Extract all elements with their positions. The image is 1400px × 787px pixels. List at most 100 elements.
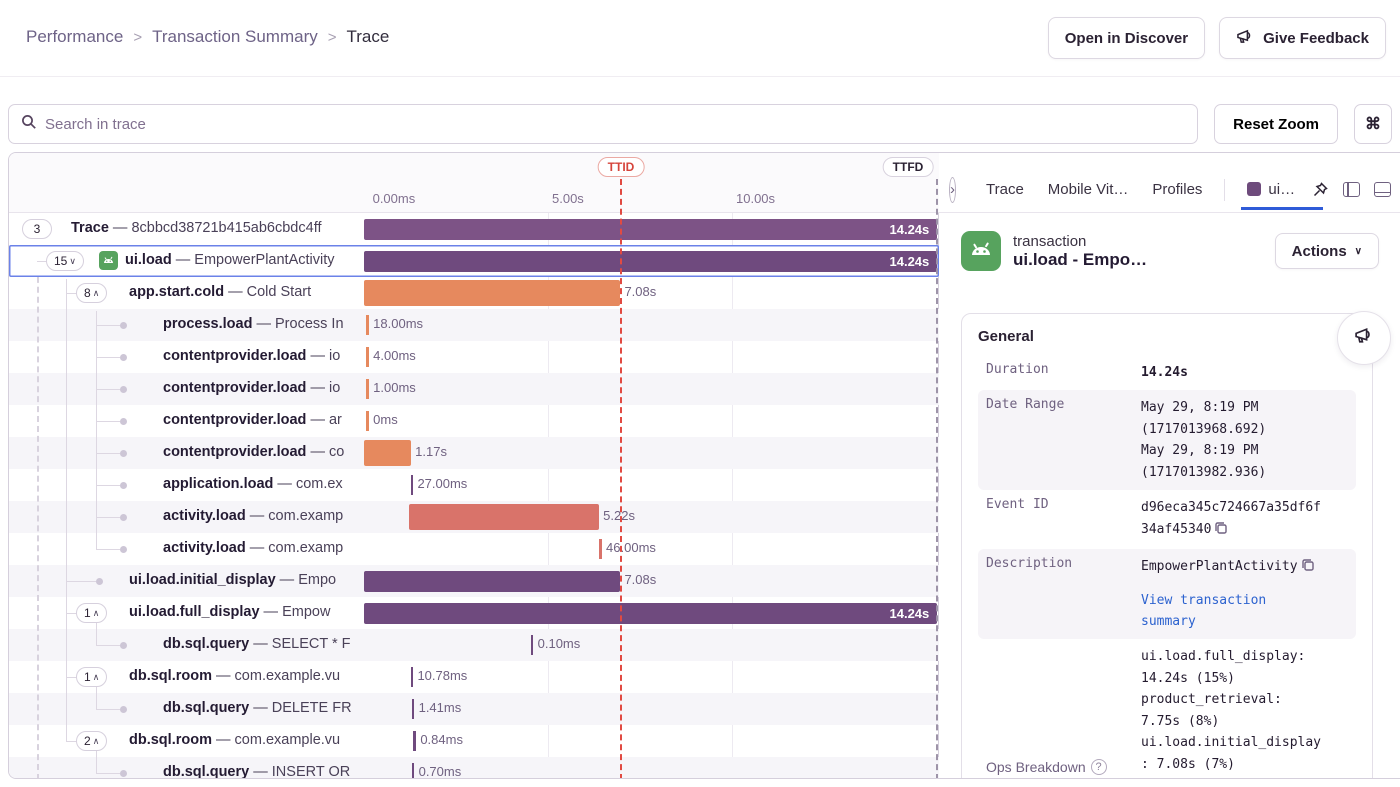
layout-bottom-panel-icon[interactable]	[1374, 177, 1392, 203]
expand-collapse-badge[interactable]: 3	[22, 219, 52, 239]
span-tick[interactable]	[410, 667, 414, 687]
span-tick[interactable]	[411, 699, 415, 719]
span-tick[interactable]	[366, 379, 369, 399]
copy-icon[interactable]	[1301, 558, 1315, 579]
actions-button[interactable]: Actions ∨	[1274, 233, 1379, 269]
expand-collapse-badge[interactable]: 8 ∧	[76, 283, 108, 303]
span-tick[interactable]	[366, 411, 369, 431]
open-in-discover-button[interactable]: Open in Discover	[1047, 17, 1206, 59]
span-tree-cell: 3 Trace — 8cbbcd38721b415ab6cbdc4ff	[9, 213, 364, 245]
span-label: db.sql.room — com.example.vu	[129, 732, 341, 748]
gridline	[548, 213, 549, 778]
span-tick[interactable]	[366, 315, 369, 335]
span-row[interactable]: contentprovider.load — ar 0ms	[9, 405, 939, 437]
span-duration-label: 14.24s	[889, 221, 930, 237]
span-row[interactable]: 1 ∧ db.sql.room — com.example.vu 10.78ms	[9, 661, 939, 693]
span-row[interactable]: db.sql.query — SELECT * F 0.10ms	[9, 629, 939, 661]
axis-tick-label: 5.00s	[552, 191, 584, 206]
span-duration-cell: 14.24s	[364, 597, 939, 629]
span-row[interactable]: contentprovider.load — io 1.00ms	[9, 373, 939, 405]
span-label: contentprovider.load — io	[163, 380, 341, 396]
search-input[interactable]	[45, 115, 1186, 133]
span-tick[interactable]	[366, 347, 369, 367]
span-tick[interactable]	[530, 635, 534, 655]
span-label: db.sql.room — com.example.vu	[129, 668, 341, 684]
feedback-fab-button[interactable]	[1337, 311, 1391, 365]
layout-left-panel-icon[interactable]	[1343, 177, 1361, 203]
span-row[interactable]: process.load — Process In 18.00ms	[9, 309, 939, 341]
span-duration-label: 0.84ms	[420, 732, 463, 747]
span-duration-label: 1.41ms	[418, 700, 462, 715]
expand-collapse-badge[interactable]: 1 ∧	[76, 603, 108, 623]
span-label: ui.load.full_display — Empow	[129, 604, 331, 620]
span-tick[interactable]	[410, 475, 414, 495]
span-duration-cell: 1.17s	[364, 437, 939, 469]
span-row[interactable]: db.sql.query — DELETE FR 1.41ms	[9, 693, 939, 725]
drawer-tab-mobilevit[interactable]: Mobile Vit…	[1047, 181, 1129, 198]
tree-connector	[95, 548, 120, 550]
shortcut-button[interactable]: ⌘	[1354, 104, 1392, 144]
span-tick[interactable]	[599, 539, 602, 559]
span-row[interactable]: 3 Trace — 8cbbcd38721b415ab6cbdc4ff 14.24s	[9, 213, 939, 245]
view-transaction-summary-link[interactable]: View transaction summary	[1141, 592, 1267, 629]
tree-connector	[95, 644, 120, 646]
date-range-value: May 29, 8:19 PM (1717013968.692) May 29,…	[1141, 400, 1267, 480]
span-label: db.sql.query — INSERT OR	[163, 764, 351, 779]
span-bar[interactable]: 14.24s	[364, 602, 938, 624]
tree-connector	[95, 324, 120, 326]
span-node-dot	[120, 450, 127, 457]
span-row[interactable]: contentprovider.load — co 1.17s	[9, 437, 939, 469]
span-bar[interactable]	[364, 570, 621, 592]
span-duration-cell: 14.24s	[364, 245, 939, 277]
span-row[interactable]: 15 ∨ ui.load — EmpowerPlantActivity 14.24s	[9, 245, 939, 277]
event-id-label: Event ID	[986, 497, 1049, 513]
transaction-type-label: transaction	[1013, 232, 1087, 250]
expand-collapse-badge[interactable]: 2 ∧	[76, 731, 108, 751]
span-bar[interactable]: 14.24s	[364, 218, 938, 240]
drawer-tab-bar: › Trace Mobile Vit… Profiles ui…	[939, 167, 1400, 213]
span-row[interactable]: activity.load — com.examp 5.22s	[9, 501, 939, 533]
span-tree-cell: 1 ∧ db.sql.room — com.example.vu	[9, 661, 364, 693]
span-bar[interactable]	[408, 504, 600, 530]
span-row[interactable]: application.load — com.ex 27.00ms	[9, 469, 939, 501]
span-row[interactable]: contentprovider.load — io 4.00ms	[9, 341, 939, 373]
tree-guide-line	[36, 247, 39, 778]
reset-zoom-button[interactable]: Reset Zoom	[1214, 104, 1338, 144]
breadcrumb-performance[interactable]: Performance	[26, 27, 124, 46]
span-row[interactable]: 1 ∧ ui.load.full_display — Empow 14.24s	[9, 597, 939, 629]
expand-collapse-badge[interactable]: 15 ∨	[46, 251, 84, 271]
span-row[interactable]: db.sql.query — INSERT OR 0.70ms	[9, 757, 939, 779]
span-row[interactable]: ui.load.initial_display — Empo 7.08s	[9, 565, 939, 597]
span-tree-cell: contentprovider.load — io	[9, 373, 364, 405]
span-tick[interactable]	[411, 763, 415, 778]
span-tick[interactable]	[413, 731, 416, 751]
date-range-row: Date Range May 29, 8:19 PM (1717013968.6…	[978, 390, 1356, 491]
span-duration-cell: 7.08s	[364, 277, 939, 309]
help-icon[interactable]: ?	[1090, 759, 1107, 775]
give-feedback-button[interactable]: Give Feedback	[1219, 17, 1386, 59]
collapse-drawer-icon[interactable]: ›	[949, 176, 956, 203]
span-row[interactable]: activity.load — com.examp 46.00ms	[9, 533, 939, 565]
general-heading: General	[978, 328, 1034, 345]
span-duration-label: 14.24s	[889, 605, 930, 621]
search-box[interactable]	[8, 104, 1199, 144]
span-bar[interactable]	[364, 280, 621, 306]
span-row[interactable]: 2 ∧ db.sql.room — com.example.vu 0.84ms	[9, 725, 939, 757]
tree-guide-line	[65, 279, 67, 741]
android-icon	[99, 251, 118, 270]
expand-collapse-badge[interactable]: 1 ∧	[76, 667, 108, 687]
span-bar[interactable]: 14.24s	[364, 250, 938, 272]
drawer-tab-ui[interactable]: ui…	[1241, 170, 1323, 210]
chevron-icon: ∧	[92, 607, 100, 618]
pin-icon[interactable]	[1311, 177, 1329, 203]
drawer-tab-trace[interactable]: Trace	[986, 181, 1024, 198]
tree-connector	[95, 356, 120, 358]
span-bar[interactable]	[364, 440, 412, 466]
command-icon: ⌘	[1365, 116, 1381, 133]
copy-icon[interactable]	[1214, 521, 1228, 542]
transaction-title: ui.load - Empo…	[1013, 249, 1148, 269]
general-card: General Duration 14.24s Date Range May 2…	[961, 313, 1373, 778]
span-row[interactable]: 8 ∧ app.start.cold — Cold Start 7.08s	[9, 277, 939, 309]
breadcrumb-transaction-summary[interactable]: Transaction Summary	[152, 27, 318, 46]
drawer-tab-profiles[interactable]: Profiles	[1152, 181, 1203, 198]
